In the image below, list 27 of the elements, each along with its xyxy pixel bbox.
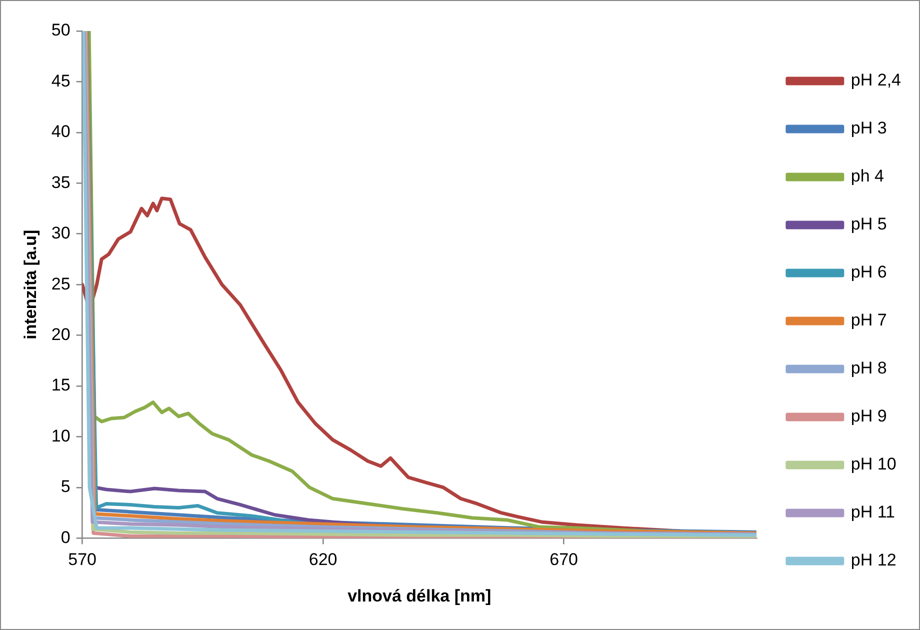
y-tick-label: 50 — [51, 20, 70, 40]
x-tick-label: 620 — [308, 550, 338, 570]
y-tick-label: 15 — [51, 376, 70, 395]
x-tick-label: 670 — [550, 550, 578, 570]
y-axis-title: intenzita [a.u] — [20, 230, 40, 340]
legend-label: pH 6 — [850, 262, 887, 282]
x-tick-label: 570 — [68, 550, 96, 570]
legend-label: pH 9 — [850, 406, 887, 426]
y-tick-label: 35 — [51, 172, 70, 192]
legend-label: pH 2,4 — [850, 70, 902, 90]
legend-label: pH 8 — [850, 358, 887, 378]
legend-label: pH 5 — [850, 214, 887, 234]
legend-label: pH 3 — [850, 118, 887, 138]
y-tick-label: 25 — [51, 274, 70, 294]
y-tick-label: 0 — [60, 528, 70, 547]
y-tick-label: 45 — [51, 71, 70, 90]
legend-label: pH 11 — [850, 502, 896, 522]
y-tick-label: 30 — [51, 224, 70, 243]
y-tick-label: 20 — [51, 325, 70, 344]
x-axis-title: vlnová délka [nm] — [348, 586, 492, 606]
y-tick-label: 5 — [60, 477, 70, 496]
legend-label: pH 12 — [850, 550, 896, 570]
y-tick-label: 10 — [51, 426, 70, 446]
legend-label: pH 7 — [850, 310, 887, 330]
y-tick-label: 40 — [51, 122, 70, 142]
legend-label: ph 4 — [850, 166, 884, 186]
legend-label: pH 10 — [850, 454, 896, 474]
